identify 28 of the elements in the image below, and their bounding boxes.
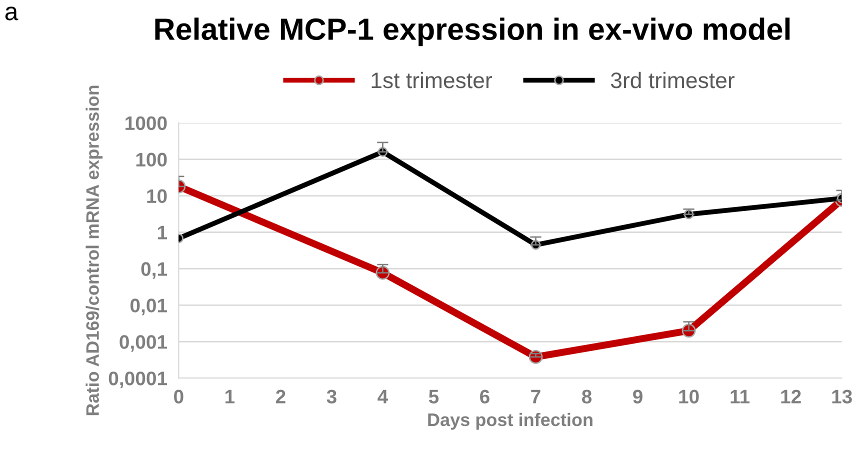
x-tick-label: 10 xyxy=(679,390,699,404)
y-tick-label: 1000 xyxy=(126,116,167,130)
y-tick-label: 100 xyxy=(136,152,167,167)
x-tick-label: 7 xyxy=(531,390,540,404)
x-tick-label: 6 xyxy=(480,390,490,404)
y-tick-label: 0,01 xyxy=(130,298,168,316)
x-tick-label: 9 xyxy=(633,390,642,404)
x-tick-label: 11 xyxy=(730,390,750,404)
x-tick-label: 3 xyxy=(326,390,336,404)
y-tick-label: 0,0001 xyxy=(108,372,168,388)
x-axis-title: Days post infection xyxy=(428,412,592,430)
y-tick-label: 0,001 xyxy=(120,335,168,352)
legend-label: 1st trimester xyxy=(372,72,492,88)
x-tick-label: 5 xyxy=(428,390,439,404)
y-tick-label: 10 xyxy=(147,189,167,204)
x-tick-label: 8 xyxy=(582,390,592,404)
chart-title: Relative MCP-1 expression in ex-vivo model xyxy=(155,18,790,46)
x-tick-label: 2 xyxy=(276,390,286,404)
x-tick-label: 12 xyxy=(781,390,801,404)
y-tick-label: 0,1 xyxy=(141,262,168,279)
text: a xyxy=(5,6,18,20)
y-axis-title: Ratio AD169/control mRNA expression xyxy=(86,86,103,416)
x-tick-label: 0 xyxy=(174,390,184,404)
x-tick-label: 13 xyxy=(832,390,852,404)
x-tick-label: 1 xyxy=(226,390,235,404)
y-tick-label: 1 xyxy=(158,226,168,240)
legend-label: 3rd trimester xyxy=(610,72,734,88)
x-tick-label: 4 xyxy=(378,390,388,404)
